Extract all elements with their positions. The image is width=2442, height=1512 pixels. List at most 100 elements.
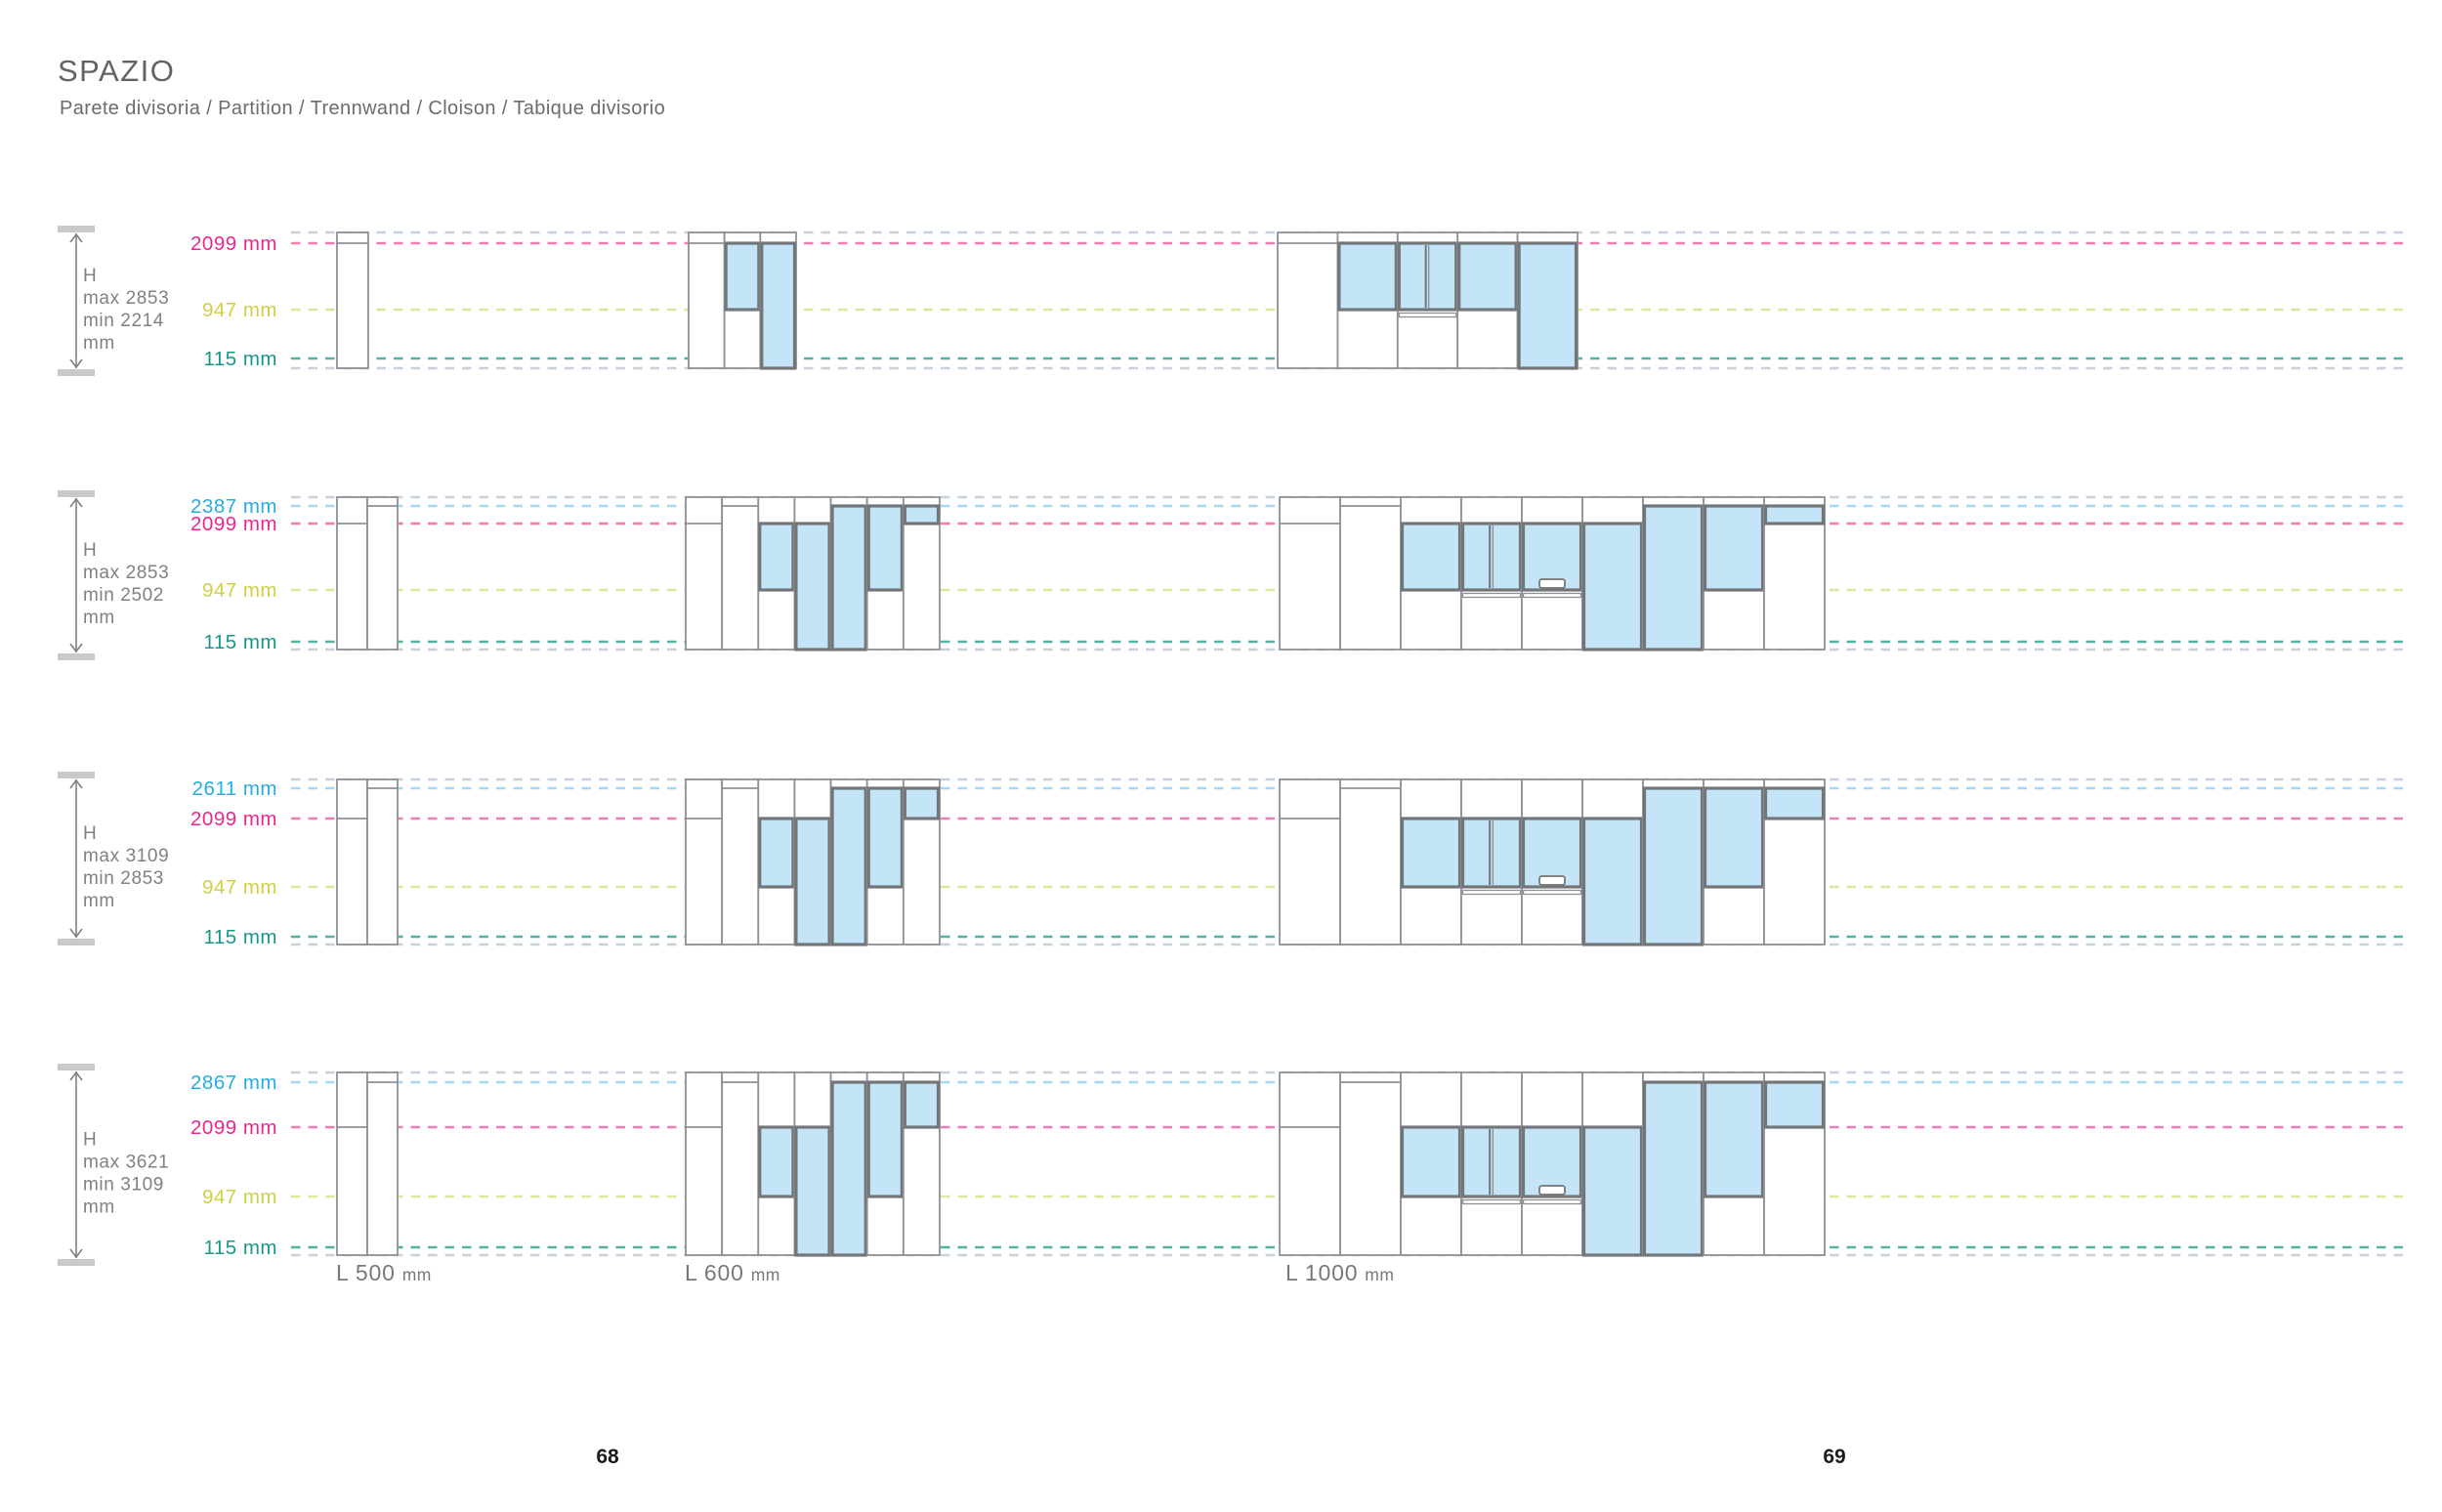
partition-panel: [366, 1071, 399, 1256]
glass-pane: [794, 1125, 831, 1257]
glass-pane: [758, 1125, 795, 1198]
column-label-text: L 600: [685, 1260, 744, 1285]
partition-panel: [1339, 496, 1402, 651]
partition-panel: [366, 496, 399, 651]
glass-pane: [1460, 817, 1523, 889]
glass-pane: [830, 504, 867, 651]
tray: [1538, 578, 1566, 589]
page-number-left: 68: [596, 1446, 619, 1468]
wall-cap-top: [58, 490, 95, 497]
glass-pane: [1763, 504, 1826, 525]
partition-panel: [1339, 1071, 1402, 1256]
glass-pane: [903, 1080, 941, 1129]
arrowhead-up-icon: [69, 778, 83, 789]
height-range-text: mm: [83, 333, 115, 354]
shelf: [1461, 889, 1522, 896]
shelf: [1522, 1198, 1582, 1205]
partition-panel: [721, 1071, 760, 1256]
height-range-text: min 2214: [83, 311, 164, 331]
height-range-text: H: [83, 266, 97, 286]
glass-pane: [1642, 504, 1705, 651]
dim-label: 115 mm: [203, 926, 277, 948]
height-range-text: mm: [83, 608, 115, 628]
glass-pane: [1581, 522, 1644, 651]
tray: [1538, 1185, 1566, 1196]
page-number-right: 69: [1823, 1446, 1846, 1468]
glass-pane: [1517, 241, 1579, 370]
arrowhead-down-icon: [69, 1248, 83, 1259]
dim-label: 2611 mm: [192, 777, 277, 800]
partition-panel: [336, 496, 368, 651]
height-range-text: H: [83, 540, 97, 561]
partition-panel: [1279, 1071, 1341, 1256]
height-range-text: max 3621: [83, 1153, 169, 1173]
height-range-text: min 3109: [83, 1175, 164, 1196]
column-label-unit: mm: [1365, 1265, 1395, 1284]
page-title: SPAZIO: [58, 54, 176, 88]
glass-pane: [866, 504, 904, 592]
dim-label: 2387 mm: [190, 495, 277, 518]
dim-label: 947 mm: [202, 1186, 277, 1208]
wall-cap-bottom: [58, 653, 95, 660]
dim-label: 947 mm: [202, 579, 277, 602]
height-range-text: max 3109: [83, 846, 169, 866]
glass-pane: [758, 817, 795, 889]
partition-panel: [685, 496, 724, 651]
partition-panel: [688, 231, 726, 369]
partition-panel: [721, 496, 760, 651]
glass-pane: [1400, 1125, 1462, 1198]
glass-pane: [724, 241, 761, 312]
partition-panel: [366, 778, 399, 945]
glass-pane: [866, 786, 904, 889]
partition-panel: [1339, 778, 1402, 945]
column-label-l600: L 600 mm: [685, 1260, 780, 1286]
glass-pane: [760, 241, 797, 370]
glass-pane: [1763, 1080, 1826, 1129]
glass-pane: [1763, 786, 1826, 820]
glass-pane: [1642, 786, 1705, 946]
glass-pane: [1460, 1125, 1523, 1198]
arrowhead-down-icon: [69, 358, 83, 369]
height-range-text: mm: [83, 891, 115, 911]
glass-pane: [1460, 522, 1523, 592]
glass-pane: [1581, 1125, 1644, 1257]
arrowhead-down-icon: [69, 643, 83, 653]
dim-label: 947 mm: [202, 299, 277, 321]
dim-label: 947 mm: [202, 876, 277, 899]
height-range-text: min 2853: [83, 868, 164, 889]
partition-panel: [336, 231, 369, 369]
glass-pane: [1400, 817, 1462, 889]
dim-label: 115 mm: [203, 1237, 277, 1259]
column-label-l1000: L 1000 mm: [1285, 1260, 1394, 1286]
glass-pane: [1703, 504, 1765, 592]
tray: [1538, 875, 1566, 886]
glass-pane: [866, 1080, 904, 1198]
column-label-l500: L 500 mm: [336, 1260, 432, 1286]
height-range-text: min 2502: [83, 585, 164, 606]
dim-label: 2867 mm: [190, 1071, 277, 1094]
dim-label: 115 mm: [203, 631, 277, 653]
glass-pane: [1642, 1080, 1705, 1257]
wall-cap-top: [58, 226, 95, 232]
dim-label: 2099 mm: [190, 1116, 277, 1139]
partition-panel: [336, 778, 368, 945]
glass-pane: [794, 817, 831, 946]
glass-pane: [1400, 522, 1462, 592]
column-label-text: L 500: [336, 1260, 396, 1285]
glass-pane: [903, 504, 941, 525]
glass-pane: [830, 1080, 867, 1257]
wall-cap-bottom: [58, 1259, 95, 1266]
glass-pane: [1337, 241, 1398, 312]
glass-pane: [758, 522, 795, 592]
wall-cap-top: [58, 772, 95, 778]
partition-panel: [721, 778, 760, 945]
shelf: [1522, 889, 1582, 896]
height-range-text: max 2853: [83, 288, 169, 309]
height-range-text: H: [83, 1130, 97, 1151]
glass-pane: [1703, 786, 1765, 889]
partition-panel: [685, 1071, 724, 1256]
wall-cap-bottom: [58, 369, 95, 376]
height-range-text: mm: [83, 1197, 115, 1218]
